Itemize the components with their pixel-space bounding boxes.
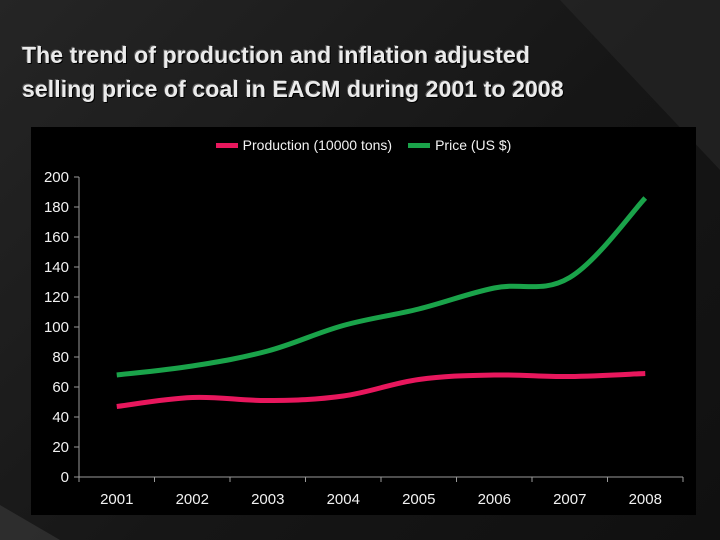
series-line-price bbox=[116, 196, 648, 378]
legend-swatch-price bbox=[408, 142, 431, 148]
y-tick-label: 120 bbox=[44, 289, 69, 306]
series-line-production bbox=[116, 371, 646, 409]
y-tick-label: 40 bbox=[52, 409, 69, 426]
y-tick-label: 200 bbox=[44, 169, 69, 186]
x-tick-label: 2007 bbox=[553, 491, 586, 508]
slide-title-line-1: The trend of production and inflation ad… bbox=[22, 42, 531, 68]
x-tick-label: 2004 bbox=[327, 491, 360, 508]
legend-label-price: Price (US $) bbox=[435, 137, 512, 153]
line-chart: 0 20 40 60 80 100 120 140 160 180 200 2001 2002 2003 2… bbox=[44, 169, 684, 508]
y-tick-label: 0 bbox=[61, 469, 69, 486]
legend-item-production: Production (10000 tons) bbox=[215, 137, 393, 153]
slide-title: The trend of production and inflation ad… bbox=[22, 38, 702, 106]
y-tick-label: 160 bbox=[44, 229, 69, 246]
x-tick-label: 2006 bbox=[478, 491, 511, 508]
chart-legend: Production (10000 tons) Price (US $) bbox=[31, 137, 696, 153]
x-tick-label: 2003 bbox=[251, 491, 284, 508]
chart-area: 0 20 40 60 80 100 120 140 160 180 200 2001 2002 2003 2… bbox=[31, 127, 696, 515]
slide-title-line-2: selling price of coal in EACM during 200… bbox=[22, 76, 564, 102]
x-tick-label: 2002 bbox=[176, 491, 209, 508]
legend-item-price: Price (US $) bbox=[408, 137, 511, 153]
x-tick-label: 2008 bbox=[629, 491, 662, 508]
y-tick-label: 60 bbox=[52, 379, 69, 396]
x-tick-label: 2005 bbox=[402, 491, 435, 508]
legend-swatch-production bbox=[215, 142, 238, 148]
legend-label-production: Production (10000 tons) bbox=[242, 137, 393, 153]
y-tick-label: 180 bbox=[44, 199, 69, 216]
x-tick-label: 2001 bbox=[100, 491, 133, 508]
y-tick-label: 20 bbox=[52, 439, 69, 456]
y-tick-label: 140 bbox=[44, 259, 69, 276]
y-tick-label: 80 bbox=[52, 349, 69, 366]
y-tick-label: 100 bbox=[44, 319, 69, 336]
